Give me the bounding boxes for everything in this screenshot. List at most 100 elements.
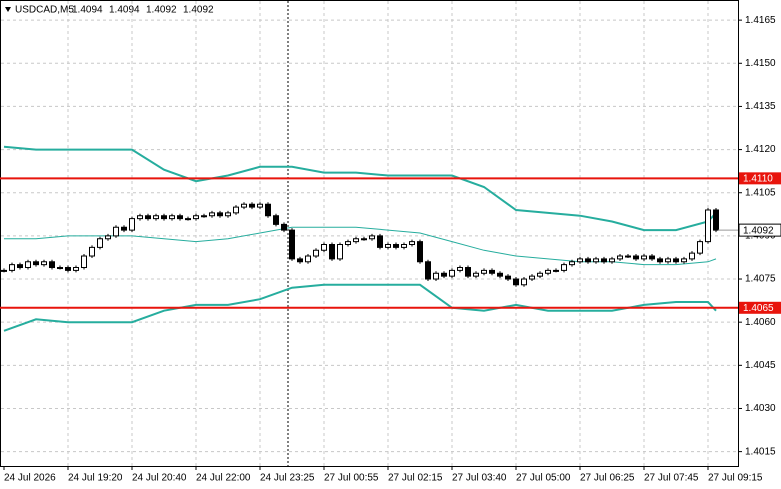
candle bbox=[529, 275, 535, 280]
candle bbox=[169, 215, 175, 220]
candle bbox=[633, 255, 639, 260]
candle bbox=[65, 267, 71, 271]
candle bbox=[329, 244, 335, 260]
candle bbox=[225, 212, 231, 217]
level-label: 1.4110 bbox=[743, 173, 773, 184]
candle bbox=[81, 255, 87, 269]
candle bbox=[425, 261, 431, 280]
candle bbox=[489, 269, 495, 274]
candle bbox=[433, 272, 439, 280]
y-tick-label: 1.4165 bbox=[745, 15, 776, 26]
candle bbox=[241, 203, 247, 208]
candle bbox=[97, 238, 103, 248]
candle bbox=[505, 275, 511, 280]
candle bbox=[265, 203, 271, 217]
candle bbox=[409, 241, 415, 246]
candle bbox=[681, 258, 687, 263]
candle bbox=[321, 244, 327, 251]
candle bbox=[33, 261, 39, 266]
candle bbox=[585, 258, 591, 263]
band-middle bbox=[4, 226, 717, 266]
candle bbox=[385, 244, 391, 248]
last-price-label: 1.4092 bbox=[743, 225, 774, 236]
band-lower bbox=[3, 283, 717, 332]
candle bbox=[617, 255, 623, 260]
candle bbox=[481, 269, 487, 274]
candle bbox=[57, 267, 63, 270]
candle bbox=[41, 261, 47, 266]
y-tick-label: 1.4105 bbox=[745, 187, 776, 198]
candle bbox=[449, 269, 455, 277]
candle bbox=[1, 269, 7, 272]
candle bbox=[673, 258, 679, 263]
candle bbox=[353, 238, 359, 243]
candle bbox=[561, 264, 567, 271]
candle bbox=[537, 272, 543, 277]
quote-value: 1.4094 bbox=[109, 5, 140, 16]
candle bbox=[457, 267, 463, 271]
y-tick-label: 1.4135 bbox=[745, 101, 776, 112]
y-tick-label: 1.4075 bbox=[745, 274, 776, 285]
candle bbox=[657, 258, 663, 263]
quote-value: 1.4092 bbox=[146, 5, 177, 16]
candle bbox=[577, 258, 583, 263]
candle bbox=[337, 244, 343, 260]
candle bbox=[193, 215, 199, 220]
candle bbox=[161, 215, 167, 220]
candle bbox=[393, 244, 399, 248]
candle bbox=[153, 215, 159, 220]
candle bbox=[609, 258, 615, 263]
level-tag bbox=[739, 172, 781, 185]
candle bbox=[201, 215, 207, 218]
candle bbox=[89, 246, 95, 257]
candle bbox=[129, 218, 135, 231]
plot-frame bbox=[0, 0, 739, 467]
candle bbox=[281, 223, 287, 231]
y-tick-label: 1.4120 bbox=[745, 144, 776, 155]
x-tick-label: 24 Jul 20:40 bbox=[132, 473, 187, 484]
candle bbox=[521, 278, 527, 286]
candle bbox=[121, 226, 127, 231]
candle bbox=[209, 212, 215, 217]
quote-value: 1.4092 bbox=[183, 5, 214, 16]
candle bbox=[593, 258, 599, 263]
x-tick-label: 24 Jul 19:20 bbox=[68, 473, 123, 484]
candle bbox=[513, 278, 519, 286]
candle bbox=[73, 267, 79, 271]
candle bbox=[217, 212, 223, 217]
menu-arrow bbox=[5, 7, 11, 12]
y-tick-label: 1.4060 bbox=[745, 317, 776, 328]
candle bbox=[553, 269, 559, 272]
x-tick-label: 27 Jul 02:15 bbox=[388, 473, 443, 484]
candle bbox=[185, 218, 191, 221]
candle bbox=[473, 272, 479, 277]
candle bbox=[145, 215, 151, 220]
candle bbox=[665, 258, 671, 263]
last-price-tag bbox=[738, 223, 781, 237]
x-tick-label: 27 Jul 03:40 bbox=[452, 473, 507, 484]
x-tick-label: 24 Jul 2026 bbox=[4, 473, 56, 484]
y-tick-label: 1.4045 bbox=[745, 360, 776, 371]
candle bbox=[401, 244, 407, 248]
candle bbox=[377, 235, 383, 248]
x-tick-label: 24 Jul 22:00 bbox=[196, 473, 251, 484]
candle bbox=[297, 258, 303, 263]
candle bbox=[345, 241, 351, 246]
x-tick-label: 27 Jul 00:55 bbox=[324, 473, 379, 484]
candle bbox=[713, 209, 719, 231]
candle bbox=[649, 255, 655, 260]
candle bbox=[137, 215, 143, 220]
x-tick-label: 24 Jul 23:25 bbox=[260, 473, 315, 484]
quote-value: 1.4094 bbox=[72, 5, 103, 16]
candle bbox=[417, 241, 423, 263]
candle bbox=[705, 209, 711, 243]
candle bbox=[289, 229, 295, 260]
candle bbox=[233, 206, 239, 214]
candle bbox=[17, 264, 23, 269]
y-tick-label: 1.4030 bbox=[745, 403, 776, 414]
x-tick-label: 27 Jul 09:15 bbox=[708, 473, 763, 484]
level-tag bbox=[739, 301, 781, 314]
candle bbox=[497, 272, 503, 277]
candle bbox=[601, 258, 607, 263]
